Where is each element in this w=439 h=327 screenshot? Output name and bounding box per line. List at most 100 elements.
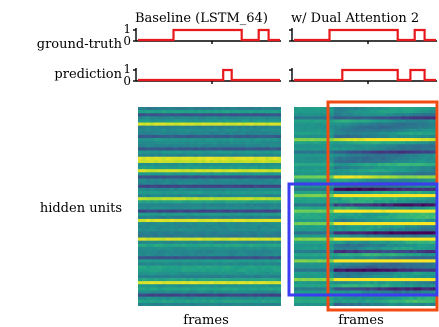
- heatmap-cell: [373, 131, 379, 136]
- heatmap-cell: [353, 190, 359, 195]
- heatmap-cell: [277, 150, 281, 155]
- heatmap-cell: [241, 265, 246, 270]
- heatmap-cell: [233, 138, 238, 142]
- heatmap-cell: [357, 265, 363, 270]
- heatmap-cell: [349, 194, 355, 198]
- heatmap-cell: [294, 131, 299, 136]
- heatmap-cell: [405, 178, 410, 183]
- heatmap-cell: [177, 240, 183, 245]
- heatmap-cell: [169, 200, 175, 204]
- heatmap-cell: [277, 271, 281, 276]
- heatmap-cell: [269, 234, 274, 239]
- heatmap-cell: [397, 153, 402, 158]
- heatmap-cell: [141, 274, 147, 279]
- heatmap-cell: [433, 203, 437, 208]
- heatmap-cell: [177, 141, 183, 145]
- heatmap-cell: [357, 138, 363, 142]
- heatmap-cell: [433, 147, 437, 152]
- heatmap-cell: [145, 271, 151, 276]
- heatmap-cell: [345, 228, 351, 232]
- heatmap-cell: [345, 150, 351, 155]
- heatmap-cell: [313, 172, 319, 177]
- heatmap-cell: [301, 141, 307, 145]
- heatmap-cell: [329, 253, 335, 257]
- heatmap-cell: [417, 262, 422, 267]
- heatmap-cell: [389, 178, 394, 183]
- heatmap-cell: [189, 222, 195, 226]
- heatmap-cell: [205, 278, 211, 282]
- heatmap-cell: [161, 178, 167, 183]
- heatmap-cell: [301, 299, 307, 304]
- heatmap-cell: [233, 187, 238, 192]
- heatmap-cell: [237, 256, 242, 260]
- heatmap-cell: [333, 162, 339, 167]
- hidden-units-row-label: hidden units: [40, 201, 122, 216]
- heatmap-cell: [389, 225, 394, 229]
- heatmap-cell: [257, 166, 262, 170]
- heatmap-cell: [201, 116, 207, 121]
- heatmap-cell: [138, 162, 143, 167]
- heatmap-cell: [389, 156, 394, 161]
- heatmap-cell: [253, 141, 258, 145]
- heatmap-cell: [145, 259, 151, 264]
- heatmap-cell: [189, 141, 195, 145]
- heatmap-cell: [165, 194, 171, 198]
- heatmap-cell: [181, 243, 187, 248]
- heatmap-cell: [425, 259, 430, 264]
- heatmap-cell: [197, 200, 203, 204]
- heatmap-cell: [421, 131, 426, 136]
- heatmap-cell: [229, 240, 234, 245]
- heatmap-cell: [217, 253, 223, 257]
- heatmap-cell: [257, 159, 262, 164]
- heatmap-cell: [373, 159, 379, 164]
- heatmap-cell: [389, 243, 394, 248]
- heatmap-cell: [257, 172, 262, 177]
- heatmap-cell: [277, 141, 281, 145]
- heatmap-cell: [405, 215, 410, 220]
- heatmap-cell: [297, 169, 303, 173]
- heatmap-cell: [369, 113, 375, 117]
- heatmap-cell: [153, 153, 159, 158]
- heatmap-cell: [173, 178, 179, 183]
- heatmap-cell: [393, 150, 398, 155]
- heatmap-cell: [213, 228, 219, 232]
- heatmap-cell: [369, 218, 375, 223]
- heatmap-cell: [413, 113, 418, 117]
- heatmap-cell: [141, 299, 147, 304]
- heatmap-cell: [257, 281, 262, 285]
- heatmap-cell: [237, 287, 242, 292]
- heatmap-cell: [273, 243, 278, 248]
- heatmap-cell: [385, 253, 390, 257]
- heatmap-cell: [385, 237, 390, 242]
- heatmap-cell: [273, 153, 278, 158]
- heatmap-cell: [353, 203, 359, 208]
- heatmap-cell: [397, 169, 402, 173]
- heatmap-cell: [429, 206, 434, 211]
- heatmap-cell: [173, 172, 179, 177]
- heatmap-cell: [393, 172, 398, 177]
- heatmap-cell: [257, 268, 262, 273]
- heatmap-cell: [249, 268, 254, 273]
- heatmap-cell: [197, 240, 203, 245]
- heatmap-cell: [185, 246, 191, 251]
- heatmap-cell: [381, 234, 386, 239]
- heatmap-cell: [145, 125, 151, 130]
- heatmap-cell: [221, 228, 226, 232]
- heatmap-cell: [321, 153, 327, 158]
- heatmap-cell: [213, 274, 219, 279]
- heatmap-cell: [341, 134, 347, 139]
- heatmap-cell: [273, 206, 278, 211]
- heatmap-cell: [277, 181, 281, 186]
- heatmap-cell: [397, 125, 402, 130]
- heatmap-cell: [313, 134, 319, 139]
- heatmap-cell: [245, 287, 250, 292]
- heatmap-cell: [349, 134, 355, 139]
- heatmap-cell: [433, 243, 437, 248]
- heatmap-cell: [253, 162, 258, 167]
- heatmap-cell: [333, 237, 339, 242]
- heatmap-cell: [345, 169, 351, 173]
- heatmap-cell: [389, 128, 394, 133]
- heatmap-cell: [189, 278, 195, 282]
- heatmap-cell: [345, 206, 351, 211]
- heatmap-cell: [145, 222, 151, 226]
